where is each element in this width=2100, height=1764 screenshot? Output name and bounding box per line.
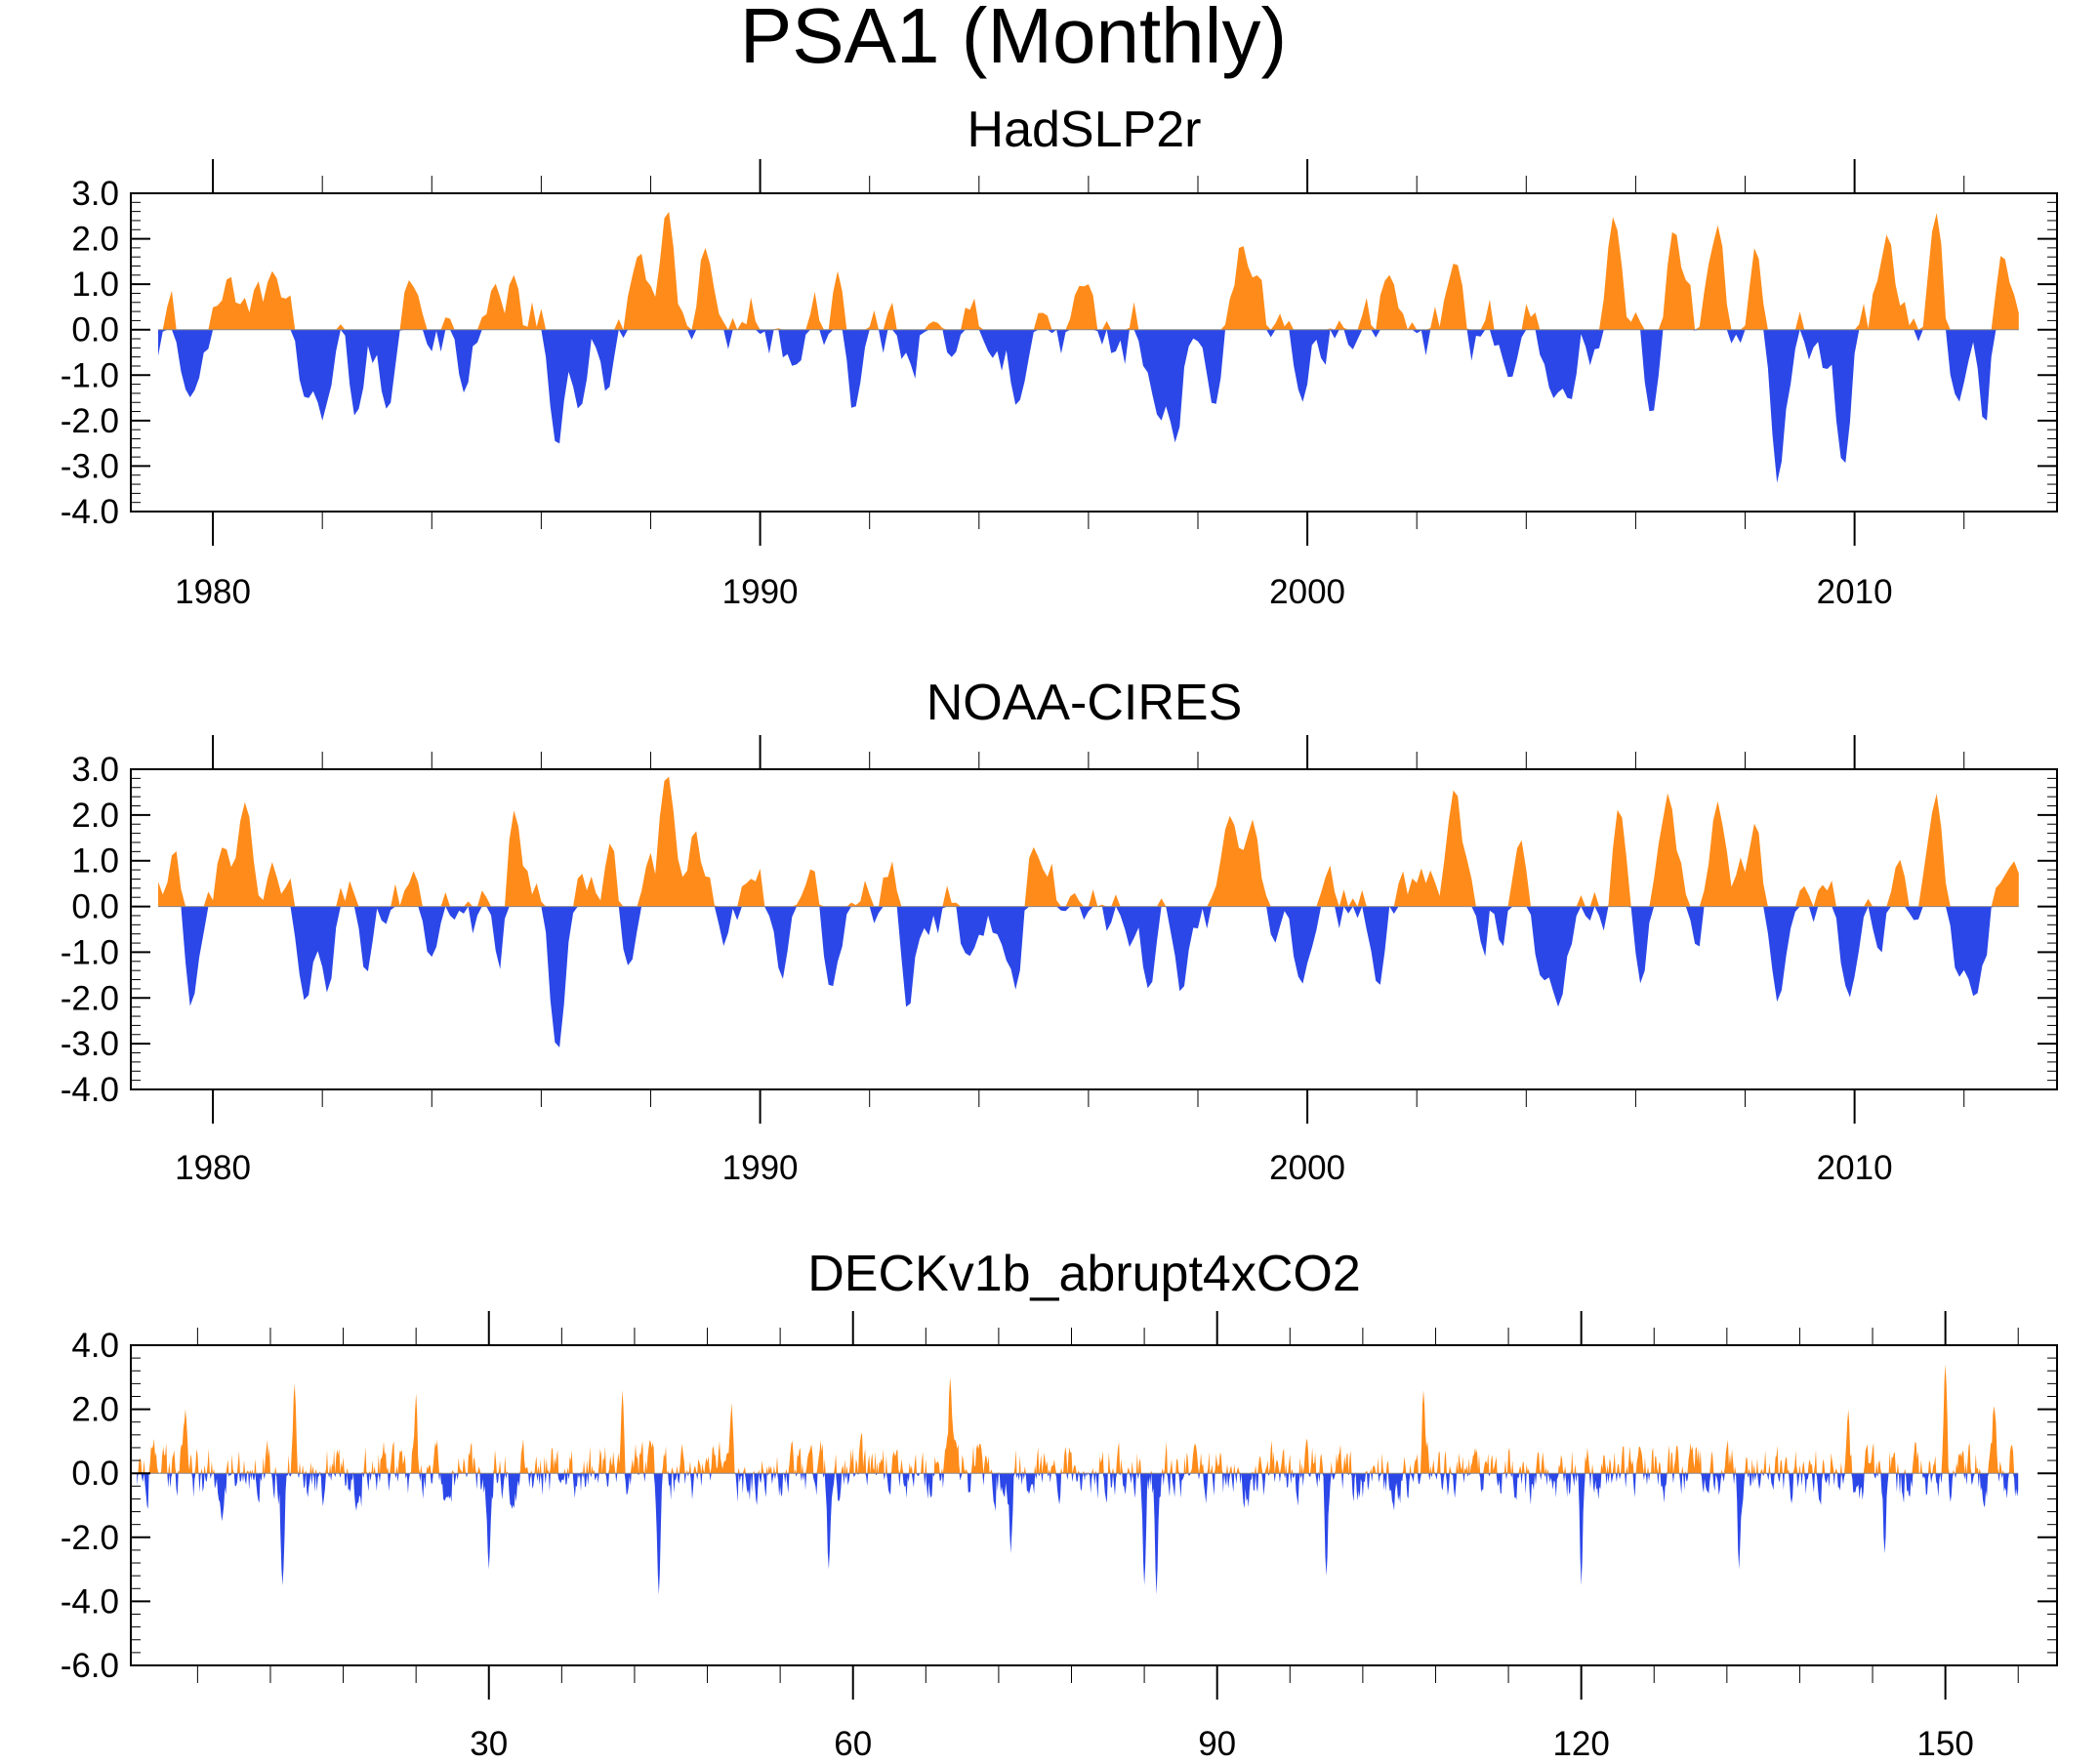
- chart-panel-3: DECKv1b_abrupt4xCO2 4.0 2.0 0.0 -2.0 -4.0 -6.0…: [61, 1246, 2058, 1763]
- positive-area: [158, 776, 2019, 907]
- negative-area: [158, 906, 2019, 1047]
- y-tick-label: 0.0: [71, 888, 119, 926]
- y-tick-label: -1.0: [61, 356, 119, 394]
- x-tick-label: 150: [1916, 1725, 1973, 1763]
- positive-area: [158, 212, 2019, 330]
- x-tick-label: 1990: [722, 573, 799, 611]
- x-tick-label: 1990: [722, 1149, 799, 1187]
- x-tick-label: 2000: [1269, 573, 1345, 611]
- y-tick-label: 3.0: [71, 751, 119, 789]
- y-tick-label: 1.0: [71, 266, 119, 304]
- x-tick-label: 90: [1198, 1725, 1236, 1763]
- y-tick-label: -6.0: [61, 1647, 119, 1685]
- x-tick-label: 60: [834, 1725, 872, 1763]
- y-tick-label: 2.0: [71, 221, 119, 259]
- y-tick-label: 2.0: [71, 1391, 119, 1429]
- x-tick-label: 30: [470, 1725, 508, 1763]
- panel-title: HadSLP2r: [968, 102, 1202, 158]
- x-tick-label: 120: [1552, 1725, 1609, 1763]
- figure-title: PSA1 (Monthly): [740, 0, 1287, 79]
- y-tick-label: -2.0: [61, 402, 119, 440]
- chart-panel-1: HadSLP2r 3.0 2.0 1.0 0.0 -1.0 -2.0 -3.0 -4.0 1980…: [61, 102, 2058, 611]
- y-tick-label: 2.0: [71, 797, 119, 835]
- negative-area: [158, 329, 2019, 483]
- y-tick-label: 1.0: [71, 842, 119, 881]
- x-tick-label: 2000: [1269, 1149, 1345, 1187]
- panel-title: DECKv1b_abrupt4xCO2: [807, 1246, 1361, 1302]
- y-tick-label: 0.0: [71, 1455, 119, 1493]
- plot-frame: [130, 768, 2058, 1090]
- y-tick-label: -1.0: [61, 933, 119, 971]
- y-tick-label: -4.0: [61, 1071, 119, 1109]
- y-tick-label: 4.0: [71, 1327, 119, 1365]
- y-tick-label: -2.0: [61, 979, 119, 1017]
- panel-title: NOAA-CIRES: [926, 675, 1243, 731]
- plot-frame: [130, 192, 2058, 513]
- y-tick-label: 0.0: [71, 311, 119, 349]
- y-tick-label: 3.0: [71, 175, 119, 213]
- x-tick-label: 2010: [1817, 573, 1893, 611]
- plot-frame: [130, 1344, 2058, 1666]
- x-tick-label: 1980: [175, 573, 251, 611]
- x-tick-label: 1980: [175, 1149, 251, 1187]
- negative-area: [137, 1473, 2019, 1595]
- y-tick-label: -3.0: [61, 1025, 119, 1063]
- y-tick-label: -4.0: [61, 1582, 119, 1620]
- panels: HadSLP2r 3.0 2.0 1.0 0.0 -1.0 -2.0 -3.0 -4.0 1980…: [61, 102, 2058, 1763]
- chart-panel-2: NOAA-CIRES 3.0 2.0 1.0 0.0 -1.0 -2.0 -3.0 -4.0 19…: [61, 675, 2058, 1187]
- y-tick-label: -3.0: [61, 447, 119, 485]
- x-tick-label: 2010: [1817, 1149, 1893, 1187]
- y-tick-label: -4.0: [61, 493, 119, 531]
- y-tick-label: -2.0: [61, 1519, 119, 1557]
